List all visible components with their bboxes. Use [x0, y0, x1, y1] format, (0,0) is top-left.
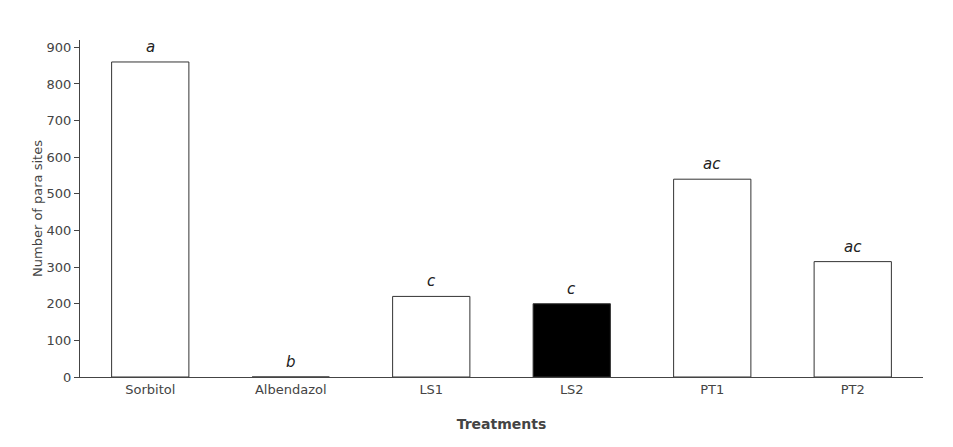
svg-text:500: 500	[47, 186, 72, 201]
svg-text:Number of para sites: Number of para sites	[30, 140, 45, 277]
svg-text:PT1: PT1	[700, 382, 724, 397]
svg-text:100: 100	[47, 333, 72, 348]
svg-text:LS2: LS2	[560, 382, 584, 397]
svg-text:300: 300	[47, 260, 72, 275]
svg-text:LS1: LS1	[419, 382, 443, 397]
svg-text:900: 900	[47, 40, 72, 55]
svg-text:800: 800	[47, 77, 72, 92]
svg-text:200: 200	[47, 296, 72, 311]
svg-text:600: 600	[47, 150, 72, 165]
svg-text:ac: ac	[844, 238, 862, 256]
svg-text:Sorbitol: Sorbitol	[125, 382, 175, 397]
svg-text:0: 0	[63, 370, 71, 385]
svg-text:c: c	[427, 272, 436, 290]
svg-text:700: 700	[47, 113, 72, 128]
svg-text:PT2: PT2	[841, 382, 865, 397]
svg-text:c: c	[567, 280, 576, 298]
svg-text:b: b	[286, 353, 296, 371]
svg-text:Treatments: Treatments	[457, 416, 547, 432]
svg-text:Albendazol: Albendazol	[255, 382, 327, 397]
svg-text:ac: ac	[703, 155, 721, 173]
svg-text:400: 400	[47, 223, 72, 238]
svg-text:a: a	[146, 38, 155, 56]
